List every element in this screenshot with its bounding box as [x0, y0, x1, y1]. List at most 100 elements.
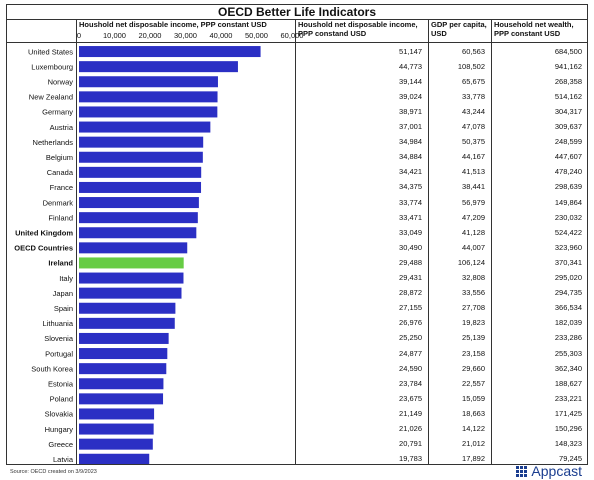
income-cell: 21,026 [399, 424, 422, 434]
income-cell: 19,783 [399, 454, 422, 464]
country-label: Belgium [46, 153, 73, 162]
country-label: Slovakia [45, 410, 74, 419]
country-label: Slovenia [44, 334, 74, 343]
bar [79, 91, 218, 103]
country-label: Estonia [48, 379, 74, 388]
gdp-cell: 47,078 [462, 122, 485, 132]
wealth-cell: 323,960 [554, 242, 582, 252]
wealth-cell: 295,020 [554, 273, 582, 283]
country-label: Germany [42, 108, 73, 117]
gdp-cell: 41,513 [462, 167, 485, 177]
wealth-cell: 268,358 [554, 76, 582, 86]
header-divider [7, 42, 587, 43]
income-cell: 20,791 [399, 439, 422, 449]
x-tick-label: 30,000 [174, 31, 197, 40]
bar [79, 242, 188, 254]
x-tick-label: 50,000 [245, 31, 268, 40]
bar-chart: 0 10,000 20,000 30,000 40,000 50,000 60,000 Uni… [14, 31, 304, 464]
country-label: Italy [59, 274, 73, 283]
bar [79, 438, 153, 450]
source-note: Source: OECD created on 3/9/2023 [10, 469, 97, 475]
country-label: Portugal [45, 349, 73, 358]
divider-label [76, 20, 77, 464]
bar [79, 212, 198, 224]
wealth-cell: 148,323 [554, 439, 582, 449]
income-cell: 24,590 [399, 363, 422, 373]
income-column-header: Houshold net disposable income, PPP cons… [298, 20, 418, 38]
country-label: United Kingdom [15, 228, 73, 237]
country-label: OECD Countries [14, 244, 73, 253]
wealth-cell: 230,032 [554, 212, 582, 222]
bar [79, 136, 204, 148]
country-label: France [50, 183, 73, 192]
wealth-cell: 366,534 [554, 303, 582, 313]
bar [79, 408, 155, 420]
gdp-cell: 44,007 [462, 242, 485, 252]
x-tick-label: 60,000 [281, 31, 304, 40]
brand-name: Appcast [531, 463, 582, 479]
x-tick-label: 20,000 [139, 31, 162, 40]
wealth-cell: 79,245 [559, 454, 582, 464]
country-label: Netherlands [33, 138, 74, 147]
country-label: United States [28, 47, 73, 56]
bar [79, 423, 154, 435]
income-cell: 21,149 [399, 408, 422, 418]
income-cell: 34,375 [399, 182, 422, 192]
country-label: Japan [53, 289, 73, 298]
wealth-cell: 524,422 [554, 227, 582, 237]
divider-income [428, 20, 429, 464]
country-label: Denmark [43, 198, 74, 207]
wealth-cell: 304,317 [554, 106, 582, 116]
income-cell: 23,675 [399, 393, 422, 403]
gdp-cell: 22,557 [462, 378, 485, 388]
bar [79, 348, 168, 360]
wealth-cell: 233,221 [554, 393, 582, 403]
bar [79, 317, 175, 329]
wealth-cell: 294,735 [554, 288, 582, 298]
divider-gdp [491, 20, 492, 464]
wealth-cell: 298,639 [554, 182, 582, 192]
income-cell: 34,884 [399, 152, 422, 162]
bar [79, 121, 211, 133]
gdp-cell: 23,158 [462, 348, 485, 358]
bar [79, 393, 164, 405]
x-tick-label: 40,000 [210, 31, 233, 40]
gdp-cell: 19,823 [462, 318, 485, 328]
wealth-cell: 149,864 [554, 197, 582, 207]
gdp-cell: 25,139 [462, 333, 485, 343]
wealth-cell: 362,340 [554, 363, 582, 373]
income-cell: 44,773 [399, 61, 422, 71]
country-label: South Korea [31, 364, 74, 373]
gdp-cell: 56,979 [462, 197, 485, 207]
country-label: Hungary [45, 425, 74, 434]
gdp-cell: 65,675 [462, 76, 485, 86]
income-cell: 34,984 [399, 137, 422, 147]
appcast-logo: Appcast [516, 463, 582, 479]
income-cell: 23,784 [399, 378, 422, 388]
appcast-dots-icon [516, 465, 528, 477]
bar [79, 166, 202, 178]
gdp-cell: 50,375 [462, 137, 485, 147]
gdp-cell: 33,556 [462, 288, 485, 298]
income-cell: 25,250 [399, 333, 422, 343]
income-cell: 39,144 [399, 76, 422, 86]
country-label: Lithuania [43, 319, 74, 328]
wealth-cell: 188,627 [554, 378, 582, 388]
bar [79, 227, 197, 239]
gdp-cell: 17,892 [462, 454, 485, 464]
country-label: Spain [54, 304, 73, 313]
chart-column-header: Houshold net disposable income, PPP cons… [79, 20, 267, 29]
country-label: Austria [50, 123, 74, 132]
income-cell: 29,488 [399, 257, 422, 267]
wealth-cell: 248,599 [554, 137, 582, 147]
wealth-cell: 514,162 [554, 91, 582, 101]
income-cell: 29,431 [399, 273, 422, 283]
wealth-cell: 255,303 [554, 348, 582, 358]
country-label: Norway [48, 77, 74, 86]
wealth-cell: 370,341 [554, 257, 582, 267]
income-cell: 33,774 [399, 197, 422, 207]
income-cell: 24,877 [399, 348, 422, 358]
divider-chart [295, 20, 296, 464]
gdp-cell: 43,244 [462, 106, 485, 116]
bar [79, 151, 203, 163]
